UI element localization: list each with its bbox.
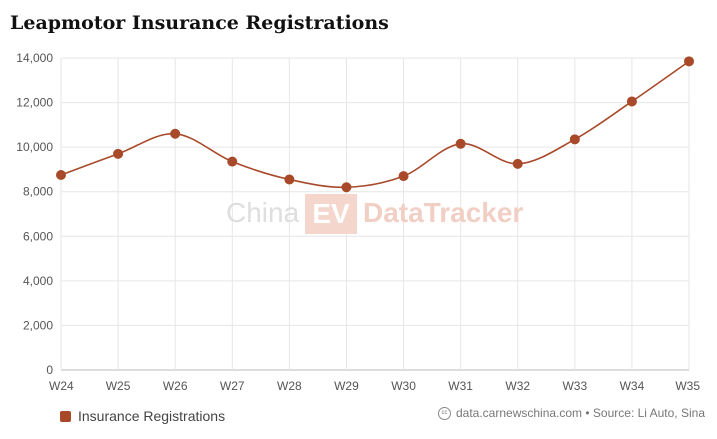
data-points	[56, 56, 694, 193]
legend[interactable]: Insurance Registrations	[60, 408, 225, 424]
x-tick-label: W28	[277, 379, 302, 393]
data-point-w31[interactable]	[455, 138, 466, 149]
data-point-w32[interactable]	[512, 158, 523, 169]
x-tick-label: W25	[106, 379, 131, 393]
data-point-w35[interactable]	[684, 56, 694, 67]
x-tick-label: W32	[505, 379, 530, 393]
data-point-w30[interactable]	[398, 171, 409, 182]
data-point-w28[interactable]	[284, 174, 295, 185]
data-point-w34[interactable]	[626, 96, 637, 107]
y-tick-label: 12,000	[16, 96, 53, 110]
y-tick-label: 0	[46, 363, 53, 377]
watermark-text-right: DataTracker	[363, 197, 523, 228]
y-tick-label: 6,000	[23, 229, 53, 243]
y-tick-label: 4,000	[23, 274, 53, 288]
y-tick-label: 8,000	[23, 185, 53, 199]
data-point-w26[interactable]	[170, 128, 181, 139]
cc-icon: cc	[437, 406, 451, 420]
series-line	[60, 60, 690, 189]
data-point-w33[interactable]	[569, 134, 580, 145]
data-point-w25[interactable]	[113, 148, 124, 159]
y-tick-label: 2,000	[23, 318, 53, 332]
x-tick-label: W34	[620, 379, 645, 393]
x-tick-label: W33	[562, 379, 587, 393]
source-credit: cc data.carnewschina.com • Source: Li Au…	[437, 406, 705, 420]
watermark: China EV DataTracker	[226, 194, 523, 234]
grid-lines	[60, 57, 690, 371]
legend-swatch	[60, 410, 71, 422]
x-tick-label: W29	[334, 379, 359, 393]
y-axis: 0 2,000 4,000 6,000 8,000 10,000 12,000 14,000	[16, 51, 53, 377]
data-point-w27[interactable]	[227, 156, 238, 167]
data-point-w24[interactable]	[56, 170, 66, 180]
watermark-text-box: EV	[312, 198, 350, 229]
legend-label: Insurance Registrations	[78, 408, 226, 424]
x-tick-label: W30	[391, 379, 416, 393]
source-text: data.carnewschina.com • Source: Li Auto,…	[455, 406, 705, 420]
chart-title: Leapmotor Insurance Registrations	[10, 12, 389, 34]
x-tick-label: W27	[220, 379, 245, 393]
x-tick-label: W26	[163, 379, 188, 393]
x-tick-label: W24	[49, 379, 74, 393]
x-tick-label: W31	[448, 379, 473, 393]
x-axis: W24 W25 W26 W27 W28 W29 W30 W31 W32 W33 W34 W35	[49, 379, 700, 393]
line-chart: China EV DataTracker 0 2,000 4,000 6,000 8,0…	[16, 51, 700, 393]
y-tick-label: 14,000	[16, 51, 53, 65]
x-tick-label: W35	[675, 379, 700, 393]
data-point-w29[interactable]	[341, 182, 352, 193]
watermark-text-left: China	[226, 197, 300, 228]
y-tick-label: 10,000	[16, 140, 53, 154]
watermark-box	[305, 194, 357, 234]
